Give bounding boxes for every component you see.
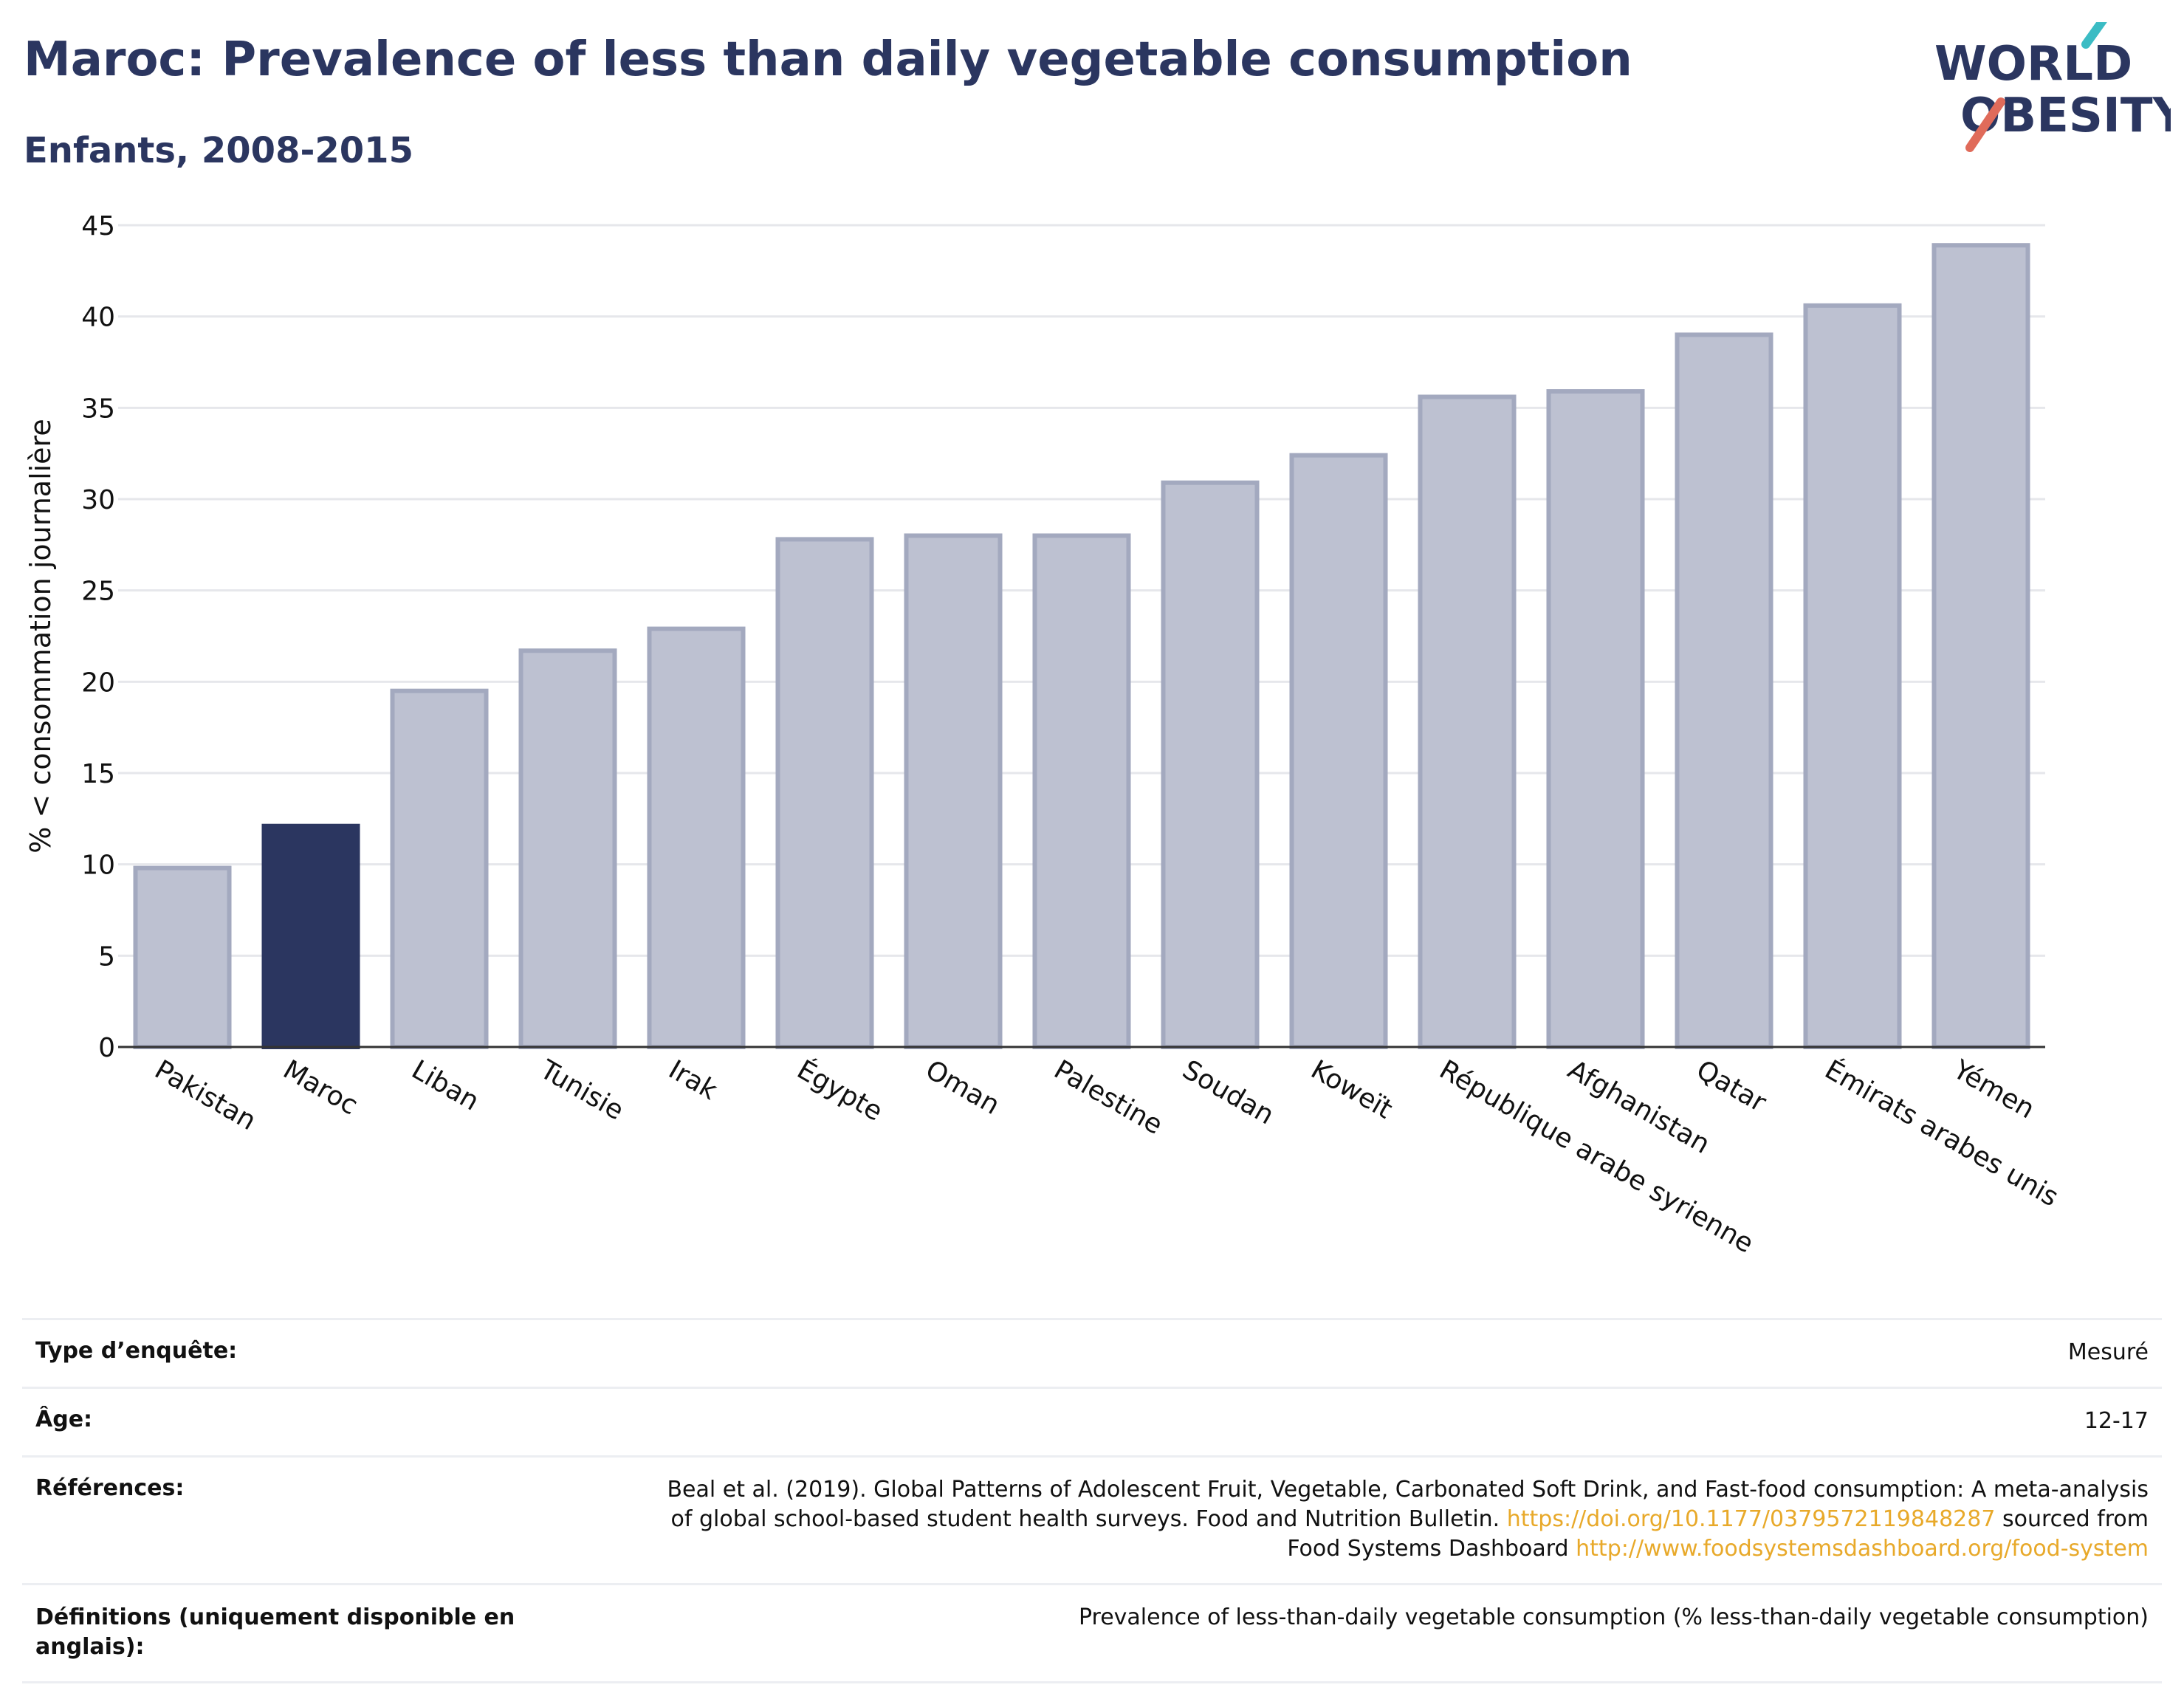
x-tick-label: Émirats arabes unis	[1820, 1054, 2064, 1212]
doi-link[interactable]: https://doi.org/10.1177/0379572119848287	[1506, 1506, 1996, 1532]
info-row-definitions: Définitions (uniquement disponible en an…	[22, 1583, 2162, 1683]
y-tick-label: 25	[81, 577, 115, 607]
dashboard-link[interactable]: http://www.foodsystemsdashboard.org/food…	[1576, 1536, 2149, 1562]
bar-liban	[390, 688, 489, 1049]
info-row-age: Âge: 12-17	[22, 1387, 2162, 1455]
x-tick-label: Tunisie	[535, 1054, 629, 1127]
world-obesity-logo: WORLD OBESITY	[1934, 22, 2171, 152]
page-title: Maroc: Prevalence of less than daily veg…	[24, 32, 1632, 87]
y-tick-label: 15	[81, 759, 115, 789]
bar-soudan	[1161, 480, 1260, 1049]
bar-kowe-t	[1289, 453, 1388, 1049]
references-line-1: Beal et al. (2019). Global Patterns of A…	[667, 1477, 2149, 1503]
references-line-2: of global school-based student health su…	[670, 1506, 1500, 1532]
bar-tunisie	[518, 648, 617, 1049]
survey-type-value: Mesuré	[2067, 1339, 2149, 1365]
bar-pakistan	[133, 865, 232, 1049]
bar-maroc	[261, 823, 360, 1050]
info-row-references: Références: Beal et al. (2019). Global P…	[22, 1455, 2162, 1583]
logo-slash-coral	[1965, 97, 2005, 152]
references-label: Références:	[35, 1475, 185, 1501]
references-value: Beal et al. (2019). Global Patterns of A…	[667, 1475, 2149, 1564]
y-tick-label: 0	[98, 1033, 115, 1063]
survey-type-label: Type d’enquête:	[35, 1338, 238, 1364]
bar--gypte	[775, 537, 874, 1049]
references-line-3: Food Systems Dashboard	[1287, 1536, 1569, 1562]
y-axis-label: % < consommation journalière	[24, 419, 57, 853]
x-tick-label: Liban	[407, 1054, 484, 1116]
bar-afghanistan	[1546, 389, 1645, 1049]
y-tick-label: 10	[81, 851, 115, 881]
y-tick-label: 40	[81, 303, 115, 333]
definitions-value: Prevalence of less-than-daily vegetable …	[1078, 1604, 2149, 1630]
bar-oman	[904, 533, 1003, 1049]
info-row-survey-type: Type d’enquête: Mesuré	[22, 1318, 2162, 1387]
x-tick-label: Pakistan	[150, 1054, 261, 1136]
bar-irak	[647, 626, 746, 1049]
x-tick-label: Maroc	[278, 1054, 363, 1121]
age-value: 12-17	[2084, 1408, 2149, 1434]
x-tick-label: Koweït	[1306, 1054, 1398, 1125]
x-tick-label: Soudan	[1178, 1054, 1280, 1130]
logo-slash-teal	[2081, 22, 2107, 49]
bars	[133, 243, 2030, 1050]
logo-line-1: WORLD	[1934, 37, 2132, 92]
y-tick-label: 35	[81, 394, 115, 424]
bar-y-men	[1931, 243, 2030, 1049]
x-tick-label: Yémen	[1948, 1054, 2040, 1125]
y-tick-label: 20	[81, 667, 115, 698]
info-table: Type d’enquête: Mesuré Âge: 12-17 Référe…	[22, 1318, 2162, 1683]
x-tick-label: Égypte	[792, 1054, 888, 1127]
y-axis-ticks: 0 5 10 15 20 25 30 35 40 45	[81, 211, 115, 1063]
definitions-label: Définitions (uniquement disponible en an…	[35, 1604, 515, 1660]
bar-palestine	[1032, 533, 1131, 1049]
x-axis-ticks: Pakistan Maroc Liban Tunisie Irak Égypte Oman P…	[150, 1054, 2064, 1259]
bar-qatar	[1675, 332, 1773, 1049]
bar-r-publique-arabe-syrienne	[1418, 394, 1517, 1049]
y-tick-label: 30	[81, 485, 115, 515]
bar--mirats-arabes-unis	[1803, 303, 1902, 1049]
x-tick-label: Irak	[664, 1054, 723, 1106]
x-tick-label: Oman	[921, 1054, 1005, 1121]
page-subtitle: Enfants, 2008-2015	[24, 130, 413, 171]
x-tick-label: Palestine	[1049, 1054, 1168, 1141]
x-tick-label: Qatar	[1692, 1054, 1771, 1118]
references-line-2-suffix: sourced from	[2002, 1506, 2149, 1532]
y-tick-label: 45	[81, 211, 115, 241]
bar-chart: 0 5 10 15 20 25 30 35 40 45 Pakistan Maroc Liban Tun…	[24, 211, 2064, 1260]
age-label: Âge:	[35, 1407, 93, 1432]
y-tick-label: 5	[98, 941, 115, 972]
